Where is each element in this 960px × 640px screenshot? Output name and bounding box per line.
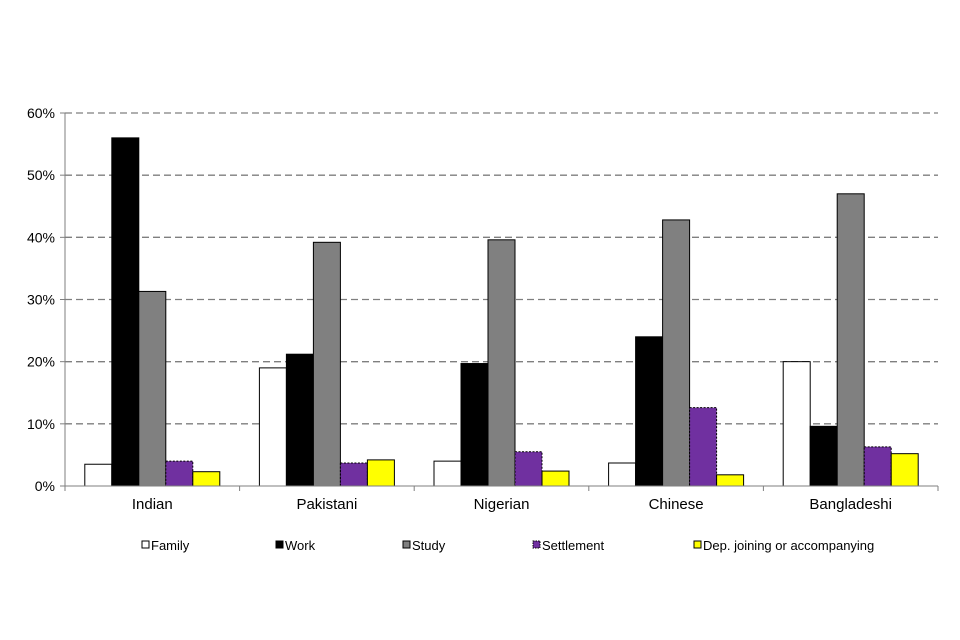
bar-study-chinese <box>662 219 691 487</box>
x-tick-label-indian: Indian <box>132 496 173 513</box>
bar-work-bangladeshi <box>809 425 838 487</box>
bar-dep-joining-or-accompanying-indian <box>192 471 221 487</box>
legend-swatch-family <box>141 540 150 549</box>
bar-study-bangladeshi <box>836 193 865 487</box>
y-tick-label: 0% <box>35 478 55 494</box>
legend-swatch-dep-joining-or-accompanying <box>693 540 702 549</box>
y-tick-label: 20% <box>27 354 55 370</box>
bar-settlement-bangladeshi <box>863 446 892 487</box>
legend-label-settlement: Settlement <box>542 538 605 553</box>
bar-work-indian <box>111 137 140 487</box>
axes <box>64 113 938 487</box>
x-tick-label-bangladeshi: Bangladeshi <box>809 496 892 513</box>
bar-family-pakistani <box>258 367 287 487</box>
bar-dep-joining-or-accompanying-chinese <box>716 474 745 487</box>
bar-study-nigerian <box>487 239 516 487</box>
legend-swatch-study <box>402 540 411 549</box>
legend: Family Work Study Settlement Dep. joining or… <box>141 538 874 553</box>
bar-dep-joining-or-accompanying-pakistani <box>366 459 395 487</box>
legend-label-dep-joining-or-accompanying: Dep. joining or accompanying <box>703 538 874 553</box>
bar-family-bangladeshi <box>782 361 811 487</box>
bar-settlement-nigerian <box>514 451 543 487</box>
bar-settlement-indian <box>165 460 194 487</box>
bars <box>84 137 919 487</box>
y-tick-label: 50% <box>27 167 55 183</box>
bar-work-pakistani <box>285 353 314 487</box>
y-axis-ticks: 0% 10% 20% 30% 40% 50% 60% <box>27 105 65 494</box>
x-axis-labels: Indian Pakistani Nigerian Chinese Bangladesh… <box>64 486 939 513</box>
y-tick-label: 30% <box>27 292 55 308</box>
bar-work-nigerian <box>460 363 489 487</box>
legend-label-family: Family <box>151 538 190 553</box>
legend-swatch-work <box>275 540 284 549</box>
y-tick-label: 60% <box>27 105 55 121</box>
y-tick-label: 10% <box>27 416 55 432</box>
legend-label-work: Work <box>285 538 316 553</box>
x-tick-label-chinese: Chinese <box>649 496 704 513</box>
bar-dep-joining-or-accompanying-nigerian <box>541 470 570 487</box>
bar-family-indian <box>84 463 113 487</box>
bar-study-pakistani <box>312 241 341 487</box>
bar-family-chinese <box>608 462 637 487</box>
bar-study-indian <box>138 290 167 487</box>
legend-label-study: Study <box>412 538 446 553</box>
x-tick-label-pakistani: Pakistani <box>296 496 357 513</box>
legend-swatch-settlement <box>532 540 541 549</box>
bar-dep-joining-or-accompanying-bangladeshi <box>890 453 919 487</box>
x-tick-label-nigerian: Nigerian <box>474 496 530 513</box>
bar-work-chinese <box>635 336 664 487</box>
bar-family-nigerian <box>433 460 462 487</box>
y-tick-label: 40% <box>27 229 55 245</box>
bar-settlement-chinese <box>689 407 718 487</box>
bar-settlement-pakistani <box>339 462 368 487</box>
